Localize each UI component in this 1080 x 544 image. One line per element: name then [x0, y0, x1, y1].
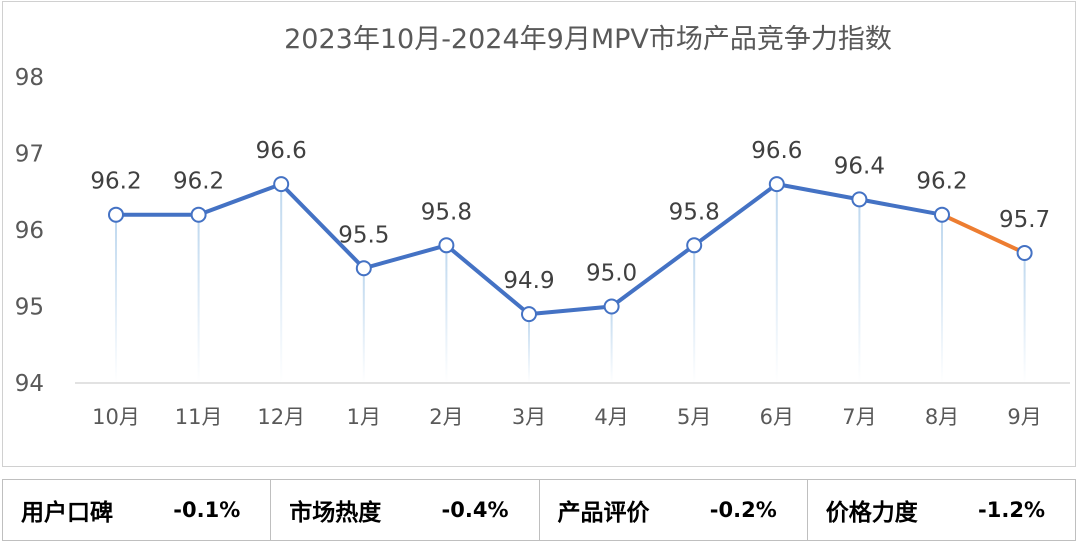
y-tick-label: 97: [15, 142, 44, 168]
drop-line: [858, 199, 861, 383]
y-tick-label: 96: [15, 218, 44, 244]
data-label: 96.4: [834, 153, 885, 179]
metric-value: -0.1%: [173, 498, 241, 522]
series-line-segment: [609, 243, 697, 309]
x-tick-label: 7月: [842, 405, 876, 429]
series-line-segment: [857, 197, 944, 217]
data-point: [273, 176, 290, 193]
metric-user-reputation: 用户口碑 -0.1%: [3, 480, 272, 540]
y-tick-label: 95: [15, 295, 44, 321]
metric-price-strength: 价格力度 -1.2%: [808, 480, 1075, 540]
data-point: [768, 176, 785, 193]
data-point: [686, 237, 703, 254]
data-point: [521, 306, 537, 323]
drop-line: [445, 245, 448, 383]
data-label: 95.7: [999, 207, 1050, 233]
data-point: [438, 237, 455, 254]
metric-label: 产品评价: [557, 500, 650, 526]
x-tick-label: 8月: [925, 405, 959, 429]
data-label: 96.6: [256, 138, 307, 164]
x-tick-label: 5月: [677, 405, 711, 429]
metric-market-heat: 市场热度 -0.4%: [271, 480, 540, 540]
drop-line: [280, 184, 283, 383]
series-line-segment: [940, 212, 1027, 255]
data-point: [603, 298, 620, 315]
x-tick-label: 9月: [1007, 405, 1041, 429]
series-line-segment: [196, 182, 284, 217]
drop-line: [941, 214, 943, 383]
line-chart: 2023年10月-2024年9月MPV市场产品竞争力指数 94 95 96 97 98 1…: [15, 24, 1070, 429]
data-point: [851, 191, 868, 208]
metric-label: 市场热度: [289, 500, 382, 526]
drop-line: [693, 245, 696, 383]
data-label: 95.5: [338, 222, 389, 248]
drop-line: [197, 214, 200, 383]
data-point: [1016, 244, 1033, 261]
metric-label: 用户口碑: [21, 500, 113, 526]
x-tick-label: 4月: [594, 405, 628, 429]
data-label: 95.8: [669, 199, 720, 225]
drop-line: [610, 306, 613, 383]
data-label: 94.9: [503, 268, 554, 294]
series-line-segment: [692, 182, 779, 248]
y-tick-label: 94: [15, 371, 44, 397]
chart-frame: [2, 1, 1076, 467]
metric-value: -1.2%: [978, 498, 1045, 522]
metric-label: 价格力度: [825, 500, 918, 526]
drop-line: [362, 268, 365, 383]
x-tick-label: 10月: [92, 405, 140, 429]
metric-product-review: 产品评价 -0.2%: [540, 480, 808, 540]
data-point: [934, 206, 950, 223]
series-line-segment: [527, 304, 614, 317]
data-label: 96.2: [916, 169, 967, 195]
series-line-segment: [774, 182, 862, 202]
drop-line: [775, 184, 778, 383]
x-tick-label: 11月: [175, 405, 223, 429]
x-tick-label: 6月: [760, 405, 794, 429]
x-tick-label: 12月: [257, 405, 305, 429]
series-line-segment: [444, 243, 531, 317]
drop-line: [528, 314, 530, 383]
x-tick-label: 2月: [429, 405, 463, 429]
metric-value: -0.4%: [441, 498, 509, 522]
metrics-bar: 用户口碑 -0.1% 市场热度 -0.4% 产品评价 -0.2% 价格力度 -1…: [2, 479, 1076, 541]
y-tick-label: 98: [15, 65, 44, 91]
data-point: [355, 260, 372, 277]
series-line-segment: [361, 243, 449, 271]
data-point: [108, 206, 124, 223]
data-label: 96.2: [173, 169, 224, 195]
data-label: 95.0: [586, 261, 637, 287]
x-tick-label: 1月: [347, 405, 381, 429]
x-tick-label: 3月: [512, 405, 546, 429]
data-label: 96.6: [751, 138, 802, 164]
drop-line: [115, 214, 117, 383]
data-point: [190, 206, 207, 223]
data-label: 95.8: [421, 199, 472, 225]
metric-value: -0.2%: [709, 498, 777, 522]
data-label: 96.2: [90, 169, 141, 195]
series-line-segment: [279, 182, 366, 271]
drop-line: [1023, 252, 1026, 383]
chart-title: 2023年10月-2024年9月MPV市场产品竞争力指数: [284, 24, 892, 55]
